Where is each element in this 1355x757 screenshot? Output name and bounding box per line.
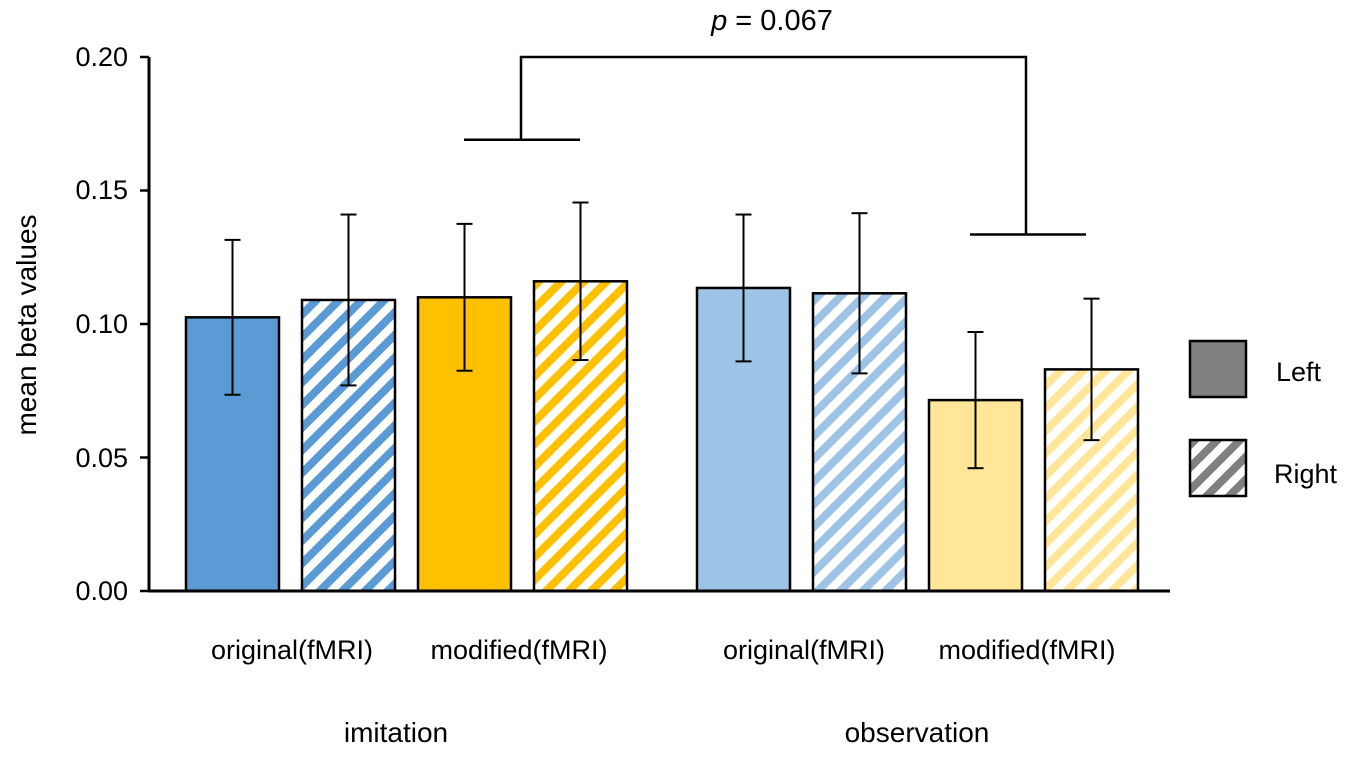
error-bar	[340, 213, 357, 387]
legend: Left Right	[1188, 339, 1338, 498]
p-value-label: p = 0.067	[710, 5, 833, 37]
error-bar	[456, 222, 473, 372]
y-axis-title: mean beta values	[11, 214, 42, 435]
category-label: original(fMRI)	[211, 635, 373, 665]
group-label-observation: observation	[845, 717, 990, 748]
bar-imitation-modified-right	[532, 280, 629, 593]
y-tick-label: 0.10	[75, 309, 128, 339]
y-tick-labels: 0.00 0.05 0.10 0.15 0.20	[75, 42, 128, 606]
significance-annotation	[464, 55, 1086, 236]
group-label-imitation: imitation	[344, 717, 448, 748]
p-value: = 0.067	[727, 5, 833, 37]
legend-label-right: Right	[1274, 459, 1338, 489]
bars-layer	[184, 280, 1140, 593]
category-label: modified(fMRI)	[938, 635, 1115, 665]
bracket-connector	[519, 55, 1028, 235]
y-tick-label: 0.15	[75, 175, 128, 205]
legend-label-left: Left	[1276, 357, 1322, 387]
legend-swatch-right	[1188, 438, 1248, 498]
p-symbol: p	[710, 5, 727, 37]
error-bar	[1083, 297, 1100, 442]
error-bar	[851, 212, 868, 375]
axes-layer	[140, 55, 1170, 593]
error-bar	[735, 213, 752, 363]
legend-swatch-left	[1188, 339, 1248, 399]
category-label: original(fMRI)	[723, 635, 885, 665]
error-bar	[224, 238, 241, 396]
error-bars-layer	[224, 201, 1100, 470]
category-label: modified(fMRI)	[430, 635, 607, 665]
error-bar	[572, 201, 589, 362]
y-tick-label: 0.05	[75, 443, 128, 473]
y-tick-label: 0.20	[75, 42, 128, 72]
y-tick-label: 0.00	[75, 576, 128, 606]
error-bar	[967, 331, 984, 470]
